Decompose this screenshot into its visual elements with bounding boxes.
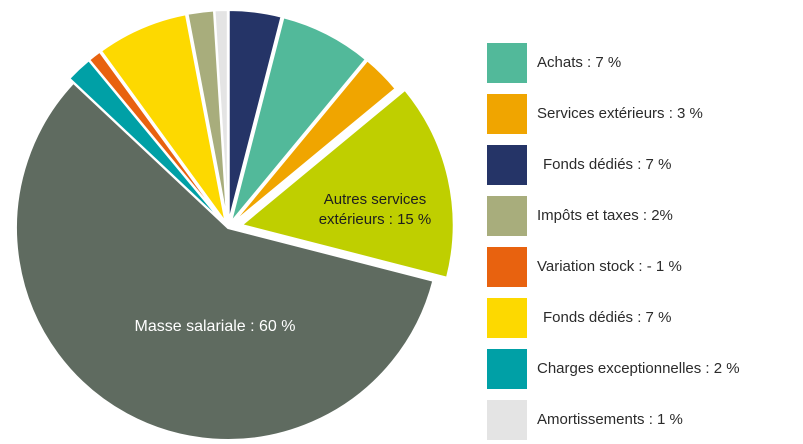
legend-label: Impôts et taxes : 2% bbox=[537, 207, 673, 224]
legend-swatch bbox=[487, 43, 527, 83]
pie-slice bbox=[229, 16, 368, 224]
legend-swatch bbox=[487, 145, 527, 185]
legend-swatch bbox=[487, 298, 527, 338]
pie-slice bbox=[99, 13, 227, 224]
slice-label: extérieurs : 15 % bbox=[319, 211, 432, 228]
pie-slice bbox=[231, 59, 397, 225]
slice-label: Masse salariale : 60 % bbox=[135, 318, 296, 335]
legend-label: Services extérieurs : 3 % bbox=[537, 105, 703, 122]
slice-label: Autres services bbox=[324, 191, 427, 208]
pie-slice bbox=[239, 88, 455, 279]
legend-label: Charges exceptionnelles : 2 % bbox=[537, 360, 740, 377]
legend-swatch bbox=[487, 400, 527, 440]
legend-swatch bbox=[487, 94, 527, 134]
legend-label: Achats : 7 % bbox=[537, 54, 621, 71]
legend-label: Fonds dédiés : 7 % bbox=[543, 309, 671, 326]
legend-label: Variation stock : - 1 % bbox=[537, 258, 682, 275]
legend-label: Amortissements : 1 % bbox=[537, 411, 683, 428]
pie-slice bbox=[15, 81, 435, 441]
pie-slice bbox=[213, 9, 229, 223]
legend-swatch bbox=[487, 196, 527, 236]
legend-swatch bbox=[487, 349, 527, 389]
pie-slice bbox=[87, 50, 226, 224]
legend-swatch bbox=[487, 247, 527, 287]
legend-label: Fonds dédiés : 7 % bbox=[543, 156, 671, 173]
